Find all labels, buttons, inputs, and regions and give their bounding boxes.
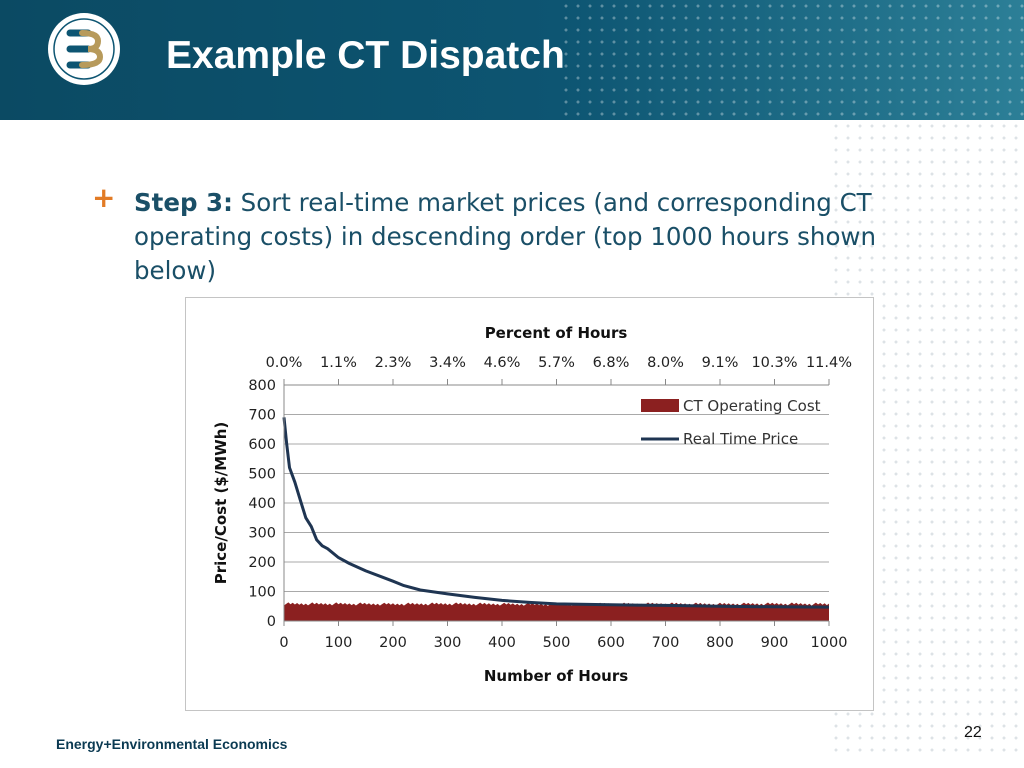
x2-axis-title: Percent of Hours — [485, 324, 628, 342]
y-tick-label: 200 — [248, 555, 276, 571]
y-tick-label: 0 — [267, 614, 276, 630]
y-tick-label: 600 — [248, 437, 276, 453]
x2-tick-label: 5.7% — [538, 355, 575, 371]
x-tick-label: 1000 — [811, 635, 848, 651]
header-bar: Example CT Dispatch — [0, 0, 1024, 120]
x-tick-label: 300 — [434, 635, 462, 651]
x-tick-label: 100 — [325, 635, 353, 651]
page-number: 22 — [964, 724, 982, 741]
x2-tick-label: 0.0% — [266, 355, 303, 371]
x2-tick-label: 4.6% — [484, 355, 521, 371]
chart-container: 0 100 200 300 400 500 600 700 800 0 0.0% 100 1.1% 200… — [185, 297, 874, 711]
x-tick-label: 400 — [488, 635, 516, 651]
legend-label-ct-operating-cost: CT Operating Cost — [683, 397, 821, 415]
x2-tick-label: 11.4% — [806, 355, 852, 371]
y-tick-label: 400 — [248, 496, 276, 512]
x-tick-label: 900 — [761, 635, 789, 651]
y-tick-label: 700 — [248, 408, 276, 424]
y-tick-label: 100 — [248, 585, 276, 601]
x-axis-title: Number of Hours — [484, 667, 628, 685]
axes-layer — [283, 379, 830, 626]
plus-icon: + — [92, 181, 116, 214]
tick-labels: 0 100 200 300 400 500 600 700 800 0 0.0% 100 1.1% 200… — [248, 355, 852, 651]
x-tick-label: 0 — [279, 635, 288, 651]
gridlines — [284, 384, 829, 592]
x2-tick-label: 10.3% — [751, 355, 797, 371]
x-tick-label: 800 — [706, 635, 734, 651]
chart-legend: CT Operating Cost Real Time Price — [641, 397, 821, 448]
x2-tick-label: 9.1% — [702, 355, 739, 371]
bullet-text: Step 3: Sort real-time market prices (an… — [134, 186, 964, 288]
x2-tick-label: 2.3% — [375, 355, 412, 371]
slide-title: Example CT Dispatch — [166, 34, 565, 77]
series-layer — [282, 417, 830, 621]
e3-logo-icon — [48, 13, 120, 85]
bullet-lead: Step 3: — [134, 188, 233, 217]
x-tick-label: 600 — [597, 635, 625, 651]
legend-label-real-time-price: Real Time Price — [683, 430, 798, 448]
y-tick-label: 300 — [248, 526, 276, 542]
x2-tick-label: 6.8% — [593, 355, 630, 371]
header-dot-pattern — [560, 0, 1024, 120]
x-tick-label: 700 — [652, 635, 680, 651]
legend-swatch-ct-operating-cost — [641, 399, 679, 412]
chart-svg: 0 100 200 300 400 500 600 700 800 0 0.0% 100 1.1% 200… — [212, 324, 852, 685]
footer-logo: Energy+Environmental Economics — [56, 736, 288, 752]
y-axis-title: Price/Cost ($/MWh) — [212, 422, 230, 585]
y-tick-label: 800 — [248, 378, 276, 394]
bullet-body: Sort real-time market prices (and corres… — [134, 188, 876, 285]
x-tick-label: 500 — [543, 635, 571, 651]
series-real-time-price-line — [282, 417, 830, 609]
x2-tick-label: 8.0% — [647, 355, 684, 371]
x-tick-label: 200 — [379, 635, 407, 651]
y-tick-label: 500 — [248, 467, 276, 483]
x2-tick-label: 3.4% — [429, 355, 466, 371]
x2-tick-label: 1.1% — [320, 355, 357, 371]
